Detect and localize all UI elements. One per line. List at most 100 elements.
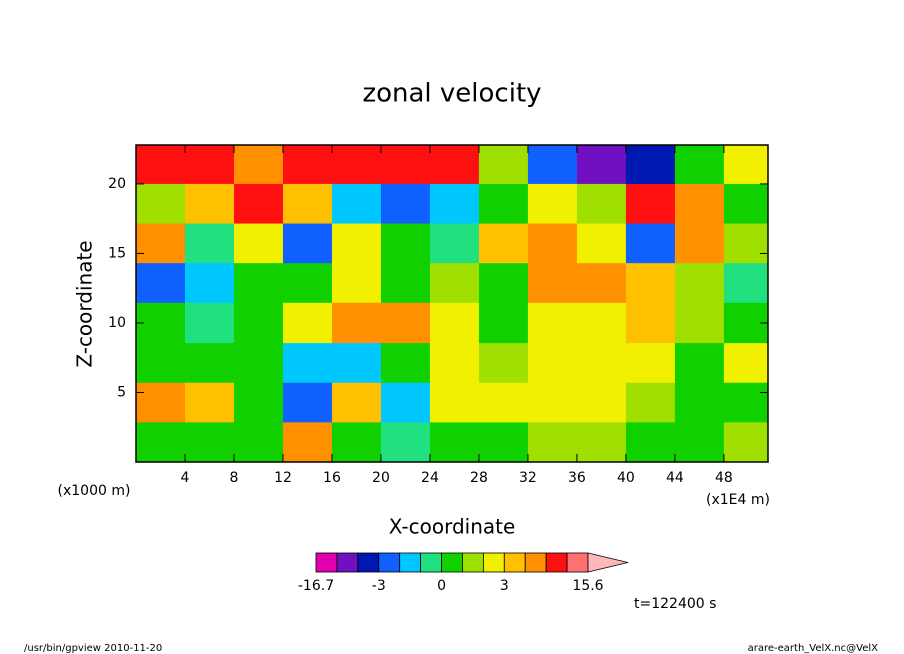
contour-cell (136, 422, 186, 463)
contour-cell (723, 343, 769, 384)
contour-cell (723, 263, 769, 304)
contour-cell (625, 382, 676, 423)
contour-cell (233, 223, 284, 264)
contour-cell (282, 223, 333, 264)
contour-cell (723, 422, 769, 463)
contour-cell (380, 223, 431, 264)
contour-cell (478, 183, 529, 225)
contour-cell (723, 183, 769, 225)
footer-right: arare-earth_VelX.nc@VelX (748, 643, 879, 654)
contour-cell (527, 183, 578, 225)
contour-cell (429, 263, 480, 304)
colorbar-segment (357, 552, 380, 573)
contour-cell (380, 183, 431, 225)
colorbar-segment (441, 552, 463, 573)
contour-cell (184, 382, 235, 423)
contour-cell (233, 302, 284, 344)
x-tick-label: 4 (181, 470, 190, 486)
contour-cell (282, 183, 333, 225)
contour-cell (282, 382, 333, 423)
contour-cell (233, 343, 284, 384)
colorbar-tick-label: -3 (372, 578, 386, 594)
contour-cell (429, 343, 480, 384)
contour-cell (625, 145, 676, 185)
time-label: t=122400 s (634, 596, 716, 612)
colorbar-segment (378, 552, 401, 573)
contour-cell (674, 263, 725, 304)
x-tick-label: 12 (274, 470, 292, 486)
contour-cell (429, 145, 480, 185)
contour-cell (674, 302, 725, 344)
contour-cell (184, 183, 235, 225)
contour-cell (184, 263, 235, 304)
contour-cell (576, 422, 627, 463)
contour-cell (723, 382, 769, 423)
x-unit: (x1E4 m) (706, 492, 770, 508)
x-tick-label: 24 (421, 470, 439, 486)
contour-cell (527, 145, 578, 185)
contour-cell (233, 263, 284, 304)
contour-cell (184, 302, 235, 344)
colorbar-tick-label: 0 (437, 578, 446, 594)
contour-field (136, 145, 769, 463)
contour-cell (331, 382, 382, 423)
contour-cell (723, 145, 769, 185)
contour-cell (527, 382, 578, 423)
contour-cell (576, 145, 627, 185)
colorbar-tick-label: 15.6 (572, 578, 603, 594)
y-unit: (x1000 m) (58, 483, 131, 499)
colorbar-segment (420, 552, 442, 573)
contour-cell (380, 343, 431, 384)
contour-cell (625, 223, 676, 264)
contour-cell (282, 343, 333, 384)
x-tick-label: 36 (568, 470, 586, 486)
contour-cell (184, 422, 235, 463)
contour-cell (576, 382, 627, 423)
contour-cell (136, 382, 186, 423)
contour-cell (478, 263, 529, 304)
contour-cell (625, 343, 676, 384)
contour-cell (331, 343, 382, 384)
y-tick-label: 5 (117, 384, 126, 400)
contour-cell (331, 302, 382, 344)
contour-cell (527, 223, 578, 264)
contour-cell (380, 302, 431, 344)
colorbar-segment (566, 552, 589, 573)
contour-cell (527, 302, 578, 344)
contour-cell (429, 183, 480, 225)
contour-cell (576, 263, 627, 304)
x-tick-label: 44 (666, 470, 684, 486)
contour-cell (380, 263, 431, 304)
contour-cell (576, 302, 627, 344)
contour-cell (429, 382, 480, 423)
x-tick-label: 28 (470, 470, 488, 486)
colorbar-segment (462, 552, 484, 573)
contour-cell (478, 145, 529, 185)
colorbar-segment (315, 552, 338, 573)
colorbar-segment (336, 552, 359, 573)
contour-cell (184, 145, 235, 185)
plot-frame (135, 144, 769, 463)
colorbar-segment (503, 552, 526, 573)
colorbar-extension (587, 552, 629, 573)
contour-cell (527, 422, 578, 463)
contour-cell (625, 422, 676, 463)
contour-cell (625, 183, 676, 225)
contour-cell (674, 382, 725, 423)
x-tick-label: 8 (230, 470, 239, 486)
contour-cell (136, 223, 186, 264)
contour-cell (331, 183, 382, 225)
contour-cell (380, 145, 431, 185)
contour-cell (184, 223, 235, 264)
colorbar-segment (545, 552, 568, 573)
x-axis-title: X-coordinate (389, 515, 516, 539)
contour-cell (527, 263, 578, 304)
contour-cell (331, 223, 382, 264)
contour-cell (674, 145, 725, 185)
contour-cell (233, 382, 284, 423)
contour-cell (576, 223, 627, 264)
contour-cell (429, 302, 480, 344)
y-tick-label: 20 (108, 176, 126, 192)
contour-cell (527, 343, 578, 384)
